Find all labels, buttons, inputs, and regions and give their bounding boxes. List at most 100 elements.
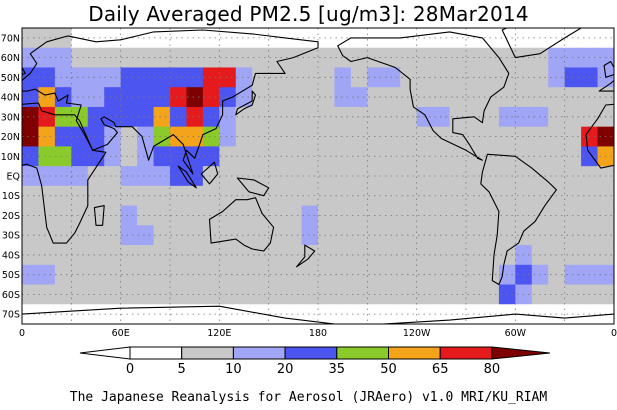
pm25-cell: [268, 205, 286, 226]
pm25-cell: [367, 225, 385, 246]
pm25-cell: [383, 304, 401, 324]
pm25-cell: [54, 87, 72, 108]
pm25-cell: [186, 205, 204, 226]
lat-tick-label: 70N: [1, 33, 20, 44]
colorbar-level-label: 80: [484, 362, 501, 377]
pm25-cell: [153, 185, 171, 206]
map-frame: [21, 27, 615, 325]
north-america-coastline: [337, 31, 510, 161]
colorbar-low-triangle: [79, 346, 131, 360]
pm25-cell: [334, 245, 352, 266]
pm25-cell: [433, 284, 450, 305]
pm25-cell: [186, 28, 204, 49]
pm25-cell: [153, 47, 171, 68]
pm25-cell: [285, 264, 302, 285]
pm25-cell: [334, 87, 352, 108]
pm25-cell: [54, 245, 72, 266]
pm25-cell: [87, 205, 105, 226]
pm25-cell: [104, 225, 122, 246]
pm25-cell: [54, 264, 72, 285]
pm25-cell: [219, 28, 237, 49]
pm25-cell: [301, 106, 319, 128]
pm25-cell: [433, 87, 450, 108]
pm25-cell: [383, 126, 401, 147]
pm25-cell: [433, 185, 450, 206]
pm25-cell: [87, 67, 105, 88]
pm25-cell: [186, 47, 204, 68]
pm25-cell: [301, 225, 319, 246]
pm25-cell: [285, 146, 302, 167]
pm25-cell: [235, 67, 253, 88]
pm25-cell: [400, 284, 418, 305]
pm25-cell: [433, 126, 450, 147]
pm25-cell: [120, 264, 138, 285]
pm25-cell: [71, 205, 89, 226]
pm25-cell: [252, 205, 270, 226]
pm25-cell: [400, 146, 418, 167]
lon-tick-label: 0: [19, 328, 25, 339]
pm25-cell: [38, 304, 56, 324]
colorbar-box: [439, 346, 493, 360]
pm25-cell: [87, 28, 105, 49]
pm25-cell: [170, 106, 187, 128]
pm25-cell: [104, 284, 122, 305]
pm25-cell: [137, 264, 154, 285]
pm25-cell: [137, 87, 154, 108]
pm25-cell: [104, 166, 122, 187]
pm25-cell: [219, 304, 237, 324]
pm25-cell: [235, 126, 253, 147]
pm25-cell: [219, 67, 237, 88]
europe-africa-coastline: [22, 102, 107, 244]
pm25-cell: [383, 87, 401, 108]
pm25-cell: [350, 225, 368, 246]
pm25-cell: [219, 225, 237, 246]
pm25-cell: [400, 166, 418, 187]
pm25-cell: [268, 225, 286, 246]
pm25-cell: [268, 146, 286, 167]
pm25-cell: [367, 264, 385, 285]
lat-tick-label: 40N: [1, 93, 20, 104]
pm25-cell: [219, 205, 237, 226]
pm25-cell: [104, 87, 122, 108]
pm25-cell: [416, 67, 434, 88]
pm25-cell: [71, 225, 89, 246]
pm25-cell: [71, 87, 89, 108]
colorbar-box: [388, 346, 441, 360]
pm25-cell: [400, 264, 418, 285]
pm25-cell: [383, 146, 401, 167]
pm25-cell: [416, 205, 434, 226]
pm25-cell: [383, 166, 401, 187]
pm25-cell: [416, 185, 434, 206]
pm25-cell: [22, 67, 39, 88]
pm25-cell: [170, 47, 187, 68]
pm25-cell: [202, 67, 220, 88]
pm25-cell: [71, 284, 89, 305]
pm25-cell: [87, 106, 105, 128]
pm25-cell: [301, 126, 319, 147]
pm25-cell: [334, 304, 352, 324]
pm25-cell: [71, 106, 89, 128]
colorbar-level-label: 65: [432, 362, 449, 377]
pm25-cell: [252, 28, 270, 49]
latitude-labels: 70N 60N 50N 40N 30N 20N 10N EQ 10S 20S 30S 40S 50S 60…: [1, 33, 20, 320]
pm25-cell: [219, 126, 237, 147]
pm25-cell: [334, 205, 352, 226]
lon-tick-label: 0: [611, 328, 617, 339]
pm25-cell: [367, 185, 385, 206]
pm25-cell: [38, 146, 56, 167]
pm25-cell: [416, 284, 434, 305]
pm25-cell: [186, 67, 204, 88]
pm25-cell: [433, 47, 450, 68]
pm25-cell: [268, 28, 286, 49]
pm25-cell: [268, 67, 286, 88]
pm25-cell: [301, 284, 319, 305]
colorbar: 0 5 10 20 35 50 65 80: [79, 346, 550, 377]
pm25-cell: [22, 47, 39, 68]
pm25-cell: [170, 205, 187, 226]
lat-tick-label: 50N: [1, 73, 20, 84]
pm25-cell: [22, 166, 39, 187]
pm25-cell: [301, 67, 319, 88]
pm25-cell: [301, 304, 319, 324]
pm25-cell: [170, 225, 187, 246]
pm25-cell: [120, 304, 138, 324]
